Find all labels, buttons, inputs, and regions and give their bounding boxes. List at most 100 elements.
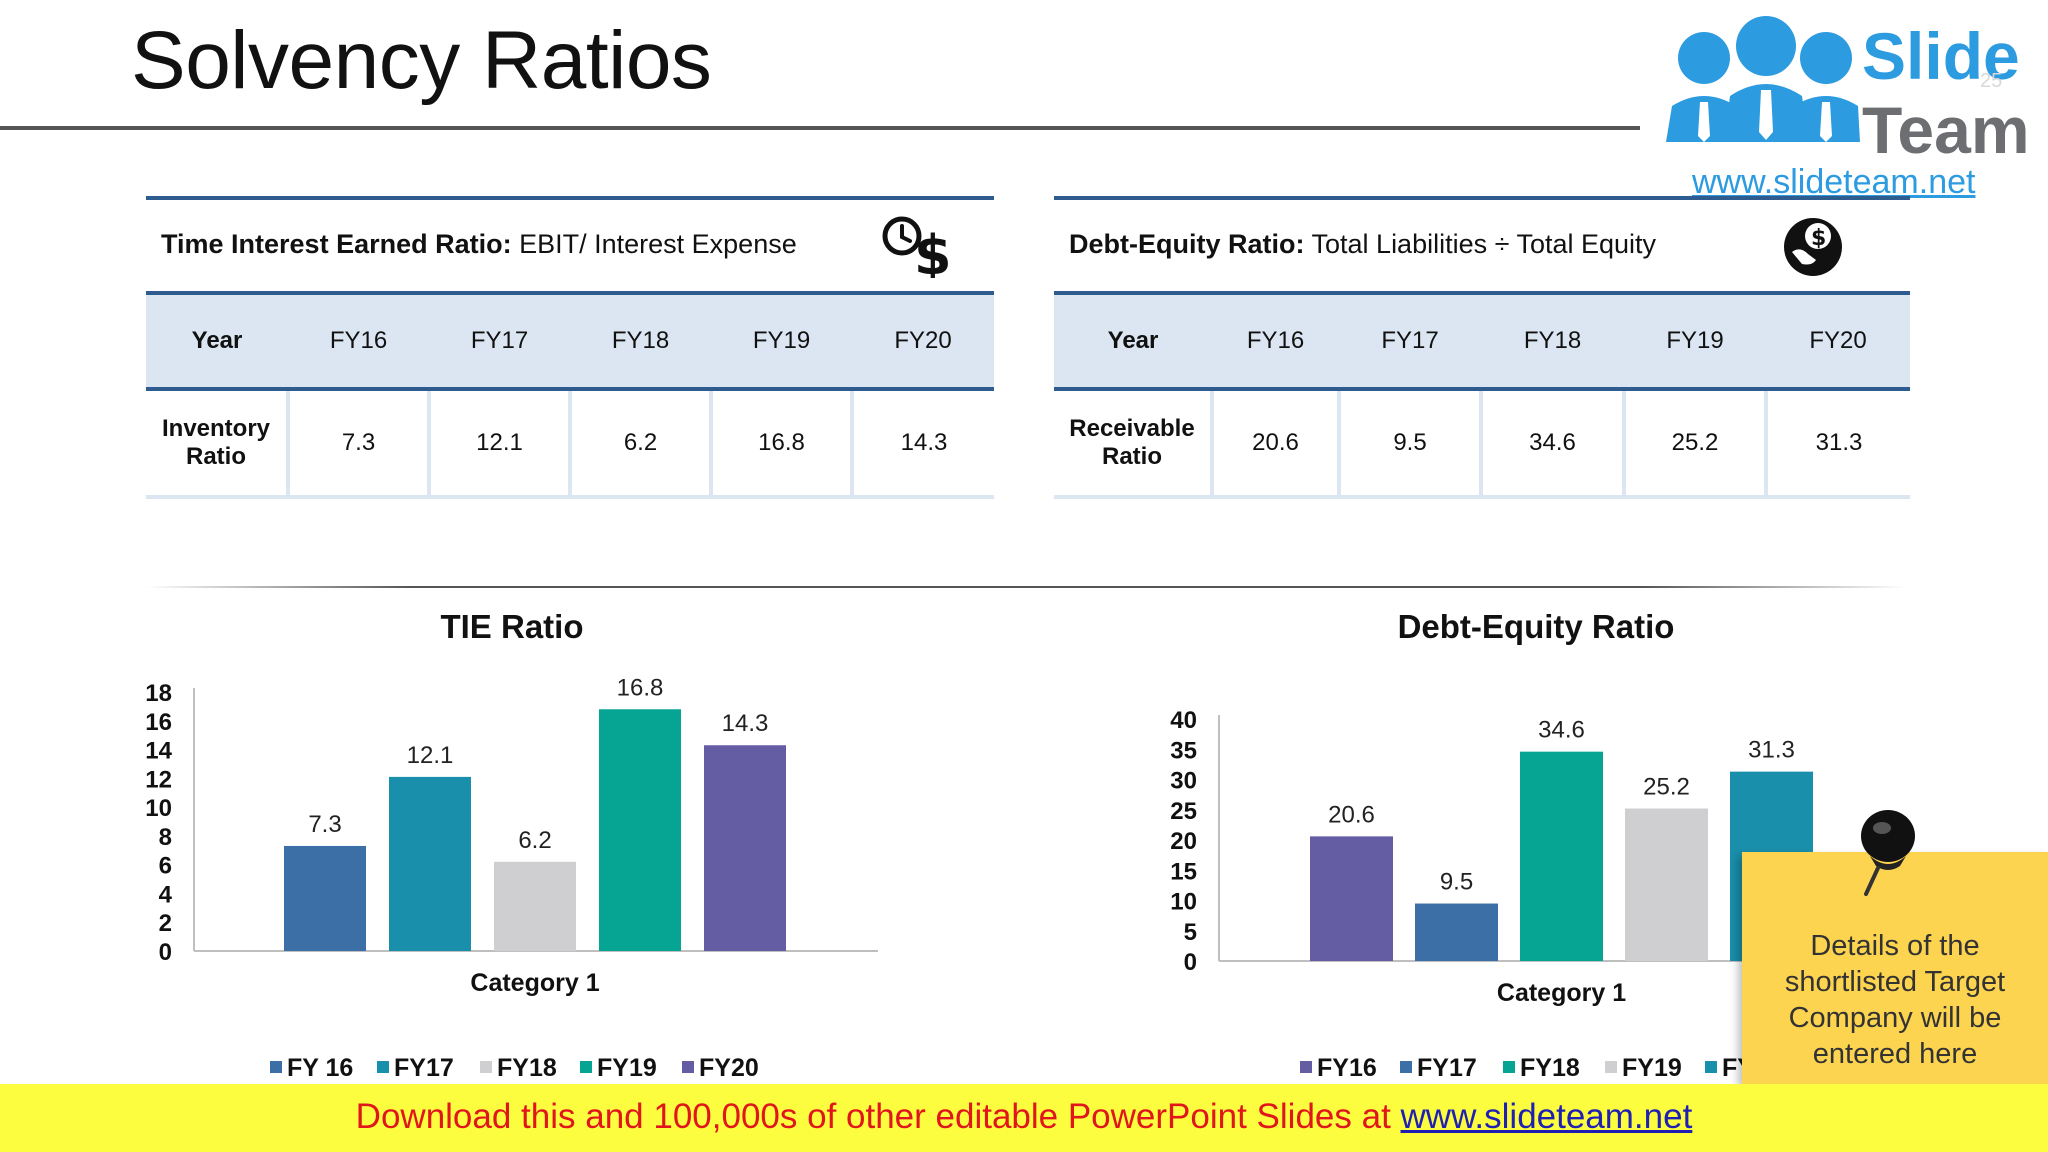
title-divider [0, 126, 1640, 130]
bar-fy17 [389, 776, 471, 951]
header-cell: FY16 [1212, 291, 1339, 391]
hand-dollar-icon: $ [1784, 218, 1842, 276]
header-cell: FY20 [852, 291, 994, 391]
row-label-line: Ratio [1102, 443, 1162, 470]
legend-swatch [1503, 1061, 1515, 1073]
y-tick-label: 5 [1184, 919, 1197, 946]
header-cell: Year [1054, 291, 1212, 391]
y-tick-label: 8 [159, 824, 172, 851]
logo-word-slide: Slide [1862, 19, 2020, 93]
y-tick-label: 20 [1170, 828, 1197, 855]
row-label-line: Ratio [186, 443, 246, 470]
slide-title: Solvency Ratios [131, 15, 712, 106]
legend-entry: FY17 [1417, 1054, 1477, 1082]
bar-data-label: 6.2 [518, 827, 551, 854]
table-title-formula: Total Liabilities ÷ Total Equity [1304, 229, 1657, 259]
charts-canvas: 0246810121416187.312.16.216.814.3Categor… [145, 674, 1880, 1082]
table-title: Debt-Equity Ratio: Total Liabilities ÷ T… [1069, 229, 1656, 260]
debt-equity-table-block: Debt-Equity Ratio: Total Liabilities ÷ T… [1054, 196, 1910, 502]
y-tick-label: 25 [1170, 798, 1197, 825]
bar-fy17 [1415, 903, 1498, 961]
legend-entry: FY16 [1317, 1054, 1377, 1082]
bar-data-label: 12.1 [407, 742, 454, 769]
bar-data-label: 25.2 [1643, 774, 1690, 801]
y-tick-label: 10 [145, 795, 172, 822]
sticky-note-text: Details of the shortlisted Target Compan… [1784, 930, 2006, 1070]
row-label-cell: Inventory Ratio [146, 389, 288, 499]
pushpin-icon [1861, 810, 1915, 896]
bar-data-label: 9.5 [1440, 869, 1473, 896]
section-divider [146, 586, 1906, 588]
clock-dollar-icon: $ [882, 216, 952, 278]
legend-entry: FY19 [597, 1054, 657, 1082]
table-title: Time Interest Earned Ratio: EBIT/ Intere… [161, 229, 797, 260]
banner-link[interactable]: www.slideteam.net [1400, 1097, 1693, 1136]
y-tick-label: 30 [1170, 768, 1197, 795]
header-cell: FY18 [1481, 291, 1624, 391]
y-tick-label: 2 [159, 910, 172, 937]
legend-entry: FY19 [1622, 1054, 1682, 1082]
bar-data-label: 20.6 [1328, 801, 1375, 828]
header-cell: Year [146, 291, 288, 391]
y-tick-label: 6 [159, 853, 172, 880]
tie-chart-title: TIE Ratio [440, 608, 584, 645]
debt-equity-table: Year FY16 FY17 FY18 FY19 FY20 Receivable… [1054, 291, 1910, 499]
logo-url-link[interactable]: www.slideteam.net [1692, 163, 1976, 201]
value-cell: 14.3 [850, 389, 994, 499]
y-tick-label: 40 [1170, 707, 1197, 734]
download-banner: Download this and 100,000s of other edit… [0, 1084, 2048, 1152]
value-cell: 12.1 [427, 389, 570, 499]
x-category-label: Category 1 [1497, 979, 1626, 1007]
bar-fy16 [1310, 836, 1393, 961]
legend-swatch [1400, 1061, 1412, 1073]
slide-number: 25 [1980, 70, 2003, 92]
sticky-note: Details of the shortlisted Target Compan… [1742, 852, 2048, 1084]
bar-fy19 [1625, 808, 1708, 961]
tie-ratio-table: Year FY16 FY17 FY18 FY19 FY20 Inventory … [146, 291, 994, 499]
y-tick-label: 16 [145, 709, 172, 736]
bar-data-label: 34.6 [1538, 717, 1585, 744]
legend-swatch [1705, 1061, 1717, 1073]
debt-equity-chart-title: Debt-Equity Ratio [1397, 608, 1675, 645]
value-cell: 20.6 [1210, 389, 1339, 499]
table-title-bold: Time Interest Earned Ratio: [161, 229, 512, 259]
y-tick-label: 35 [1170, 737, 1197, 764]
value-cell: 9.5 [1337, 389, 1481, 499]
bar-data-label: 16.8 [617, 674, 664, 701]
bar-data-label: 7.3 [308, 811, 341, 838]
x-category-label: Category 1 [470, 969, 599, 997]
y-tick-label: 0 [159, 939, 172, 966]
header-cell: FY20 [1766, 291, 1910, 391]
value-cell: 16.8 [709, 389, 852, 499]
bar-fy18 [1520, 751, 1603, 961]
header-cell: FY18 [570, 291, 711, 391]
table-title-formula: EBIT/ Interest Expense [511, 229, 797, 259]
legend-entry: FY17 [394, 1054, 454, 1082]
header-cell: FY19 [711, 291, 852, 391]
slideteam-logo: Slide Team 25 www.slideteam.net [1640, 0, 2048, 205]
y-tick-label: 12 [145, 766, 172, 793]
table-row: Inventory Ratio 7.3 12.1 6.2 16.8 14.3 [146, 389, 994, 499]
y-tick-label: 4 [159, 881, 173, 908]
header-cell: FY19 [1624, 291, 1766, 391]
bar-fy20 [704, 745, 786, 951]
bar-fy18 [494, 861, 576, 951]
table-top-rule [1054, 196, 1910, 200]
value-cell: 34.6 [1479, 389, 1624, 499]
row-label-line: Receivable [1069, 415, 1195, 442]
row-label-cell: Receivable Ratio [1054, 389, 1212, 499]
legend-swatch [377, 1061, 389, 1073]
header-cell: FY17 [1339, 291, 1481, 391]
bar-fy-16 [284, 845, 366, 951]
row-label-line: Inventory [161, 415, 271, 442]
banner-text: Download this and 100,000s of other edit… [0, 1097, 2048, 1137]
legend-swatch [270, 1061, 282, 1073]
team-people-icon [1666, 16, 1860, 142]
value-cell: 25.2 [1622, 389, 1766, 499]
table-header-row: Year FY16 FY17 FY18 FY19 FY20 [146, 291, 994, 391]
tie-ratio-table-block: Time Interest Earned Ratio: EBIT/ Intere… [146, 196, 994, 502]
legend-swatch [580, 1061, 592, 1073]
header-cell: FY17 [429, 291, 570, 391]
legend-entry: FY18 [497, 1054, 557, 1082]
